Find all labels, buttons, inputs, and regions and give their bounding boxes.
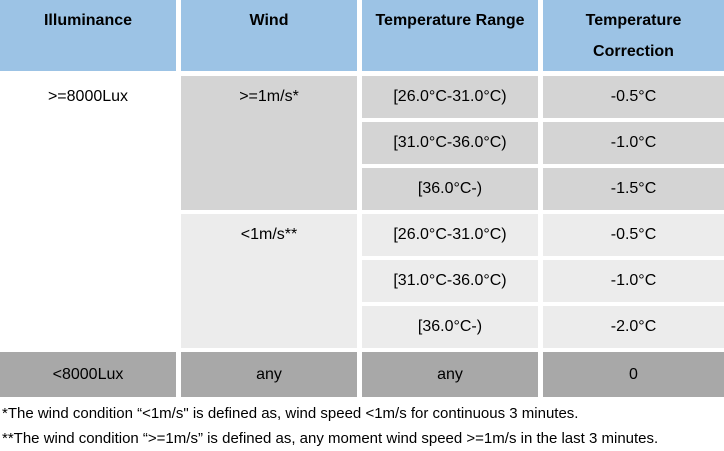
table-row: [31.0°C-36.0°C) -1.0°C	[0, 122, 724, 168]
cell-temp-correction: -1.0°C	[543, 260, 724, 306]
table-row-lt8000: <8000Lux any any 0	[0, 352, 724, 397]
cell-temp-range: [36.0°C-)	[362, 306, 543, 352]
cell-wind-lt1ms: <1m/s**	[181, 214, 362, 352]
cell-temp-range: [31.0°C-36.0°C)	[362, 260, 543, 306]
cell-temp-range: [31.0°C-36.0°C)	[362, 122, 543, 168]
header-temperature-correction: Temperature Correction	[543, 0, 724, 76]
cell-correction-zero: 0	[543, 352, 724, 397]
cell-temp-correction: -0.5°C	[543, 76, 724, 122]
header-wind: Wind	[181, 0, 362, 76]
cell-temp-correction: -2.0°C	[543, 306, 724, 352]
table-row: <1m/s** [26.0°C-31.0°C) -0.5°C	[0, 214, 724, 352]
footnotes: *The wind condition “<1m/s" is defined a…	[0, 397, 724, 451]
cell-temp-range: [26.0°C-31.0°C)	[362, 214, 543, 260]
temperature-correction-table: Illuminance Wind Temperature Range Tempe…	[0, 0, 724, 397]
table-row: [36.0°C-) -1.5°C	[0, 168, 724, 214]
cell-temp-range: [36.0°C-)	[362, 168, 543, 214]
cell-temp-correction: -1.0°C	[543, 122, 724, 168]
cell-range-any: any	[362, 352, 543, 397]
cell-temp-correction: -0.5°C	[543, 214, 724, 260]
cell-wind-ge1ms: >=1m/s*	[181, 76, 362, 214]
cell-wind-any: any	[181, 352, 362, 397]
cell-illuminance-ge8000: >=8000Lux	[0, 76, 181, 352]
cell-temp-range: [26.0°C-31.0°C)	[362, 76, 543, 122]
footnote-wind-lt1ms: *The wind condition “<1m/s" is defined a…	[2, 405, 579, 422]
header-row: Illuminance Wind Temperature Range Tempe…	[0, 0, 724, 76]
table-row: [31.0°C-36.0°C) -1.0°C	[0, 260, 724, 306]
footnote-wind-ge1ms: **The wind condition “>=1m/s” is defined…	[2, 430, 659, 447]
cell-illuminance-lt8000: <8000Lux	[0, 352, 181, 397]
table-row: >=8000Lux >=1m/s* [26.0°C-31.0°C) -0.5°C	[0, 76, 724, 352]
cell-temp-correction: -1.5°C	[543, 168, 724, 214]
header-illuminance: Illuminance	[0, 0, 181, 76]
table-row: [36.0°C-) -2.0°C	[0, 306, 724, 352]
header-temperature-range: Temperature Range	[362, 0, 543, 76]
